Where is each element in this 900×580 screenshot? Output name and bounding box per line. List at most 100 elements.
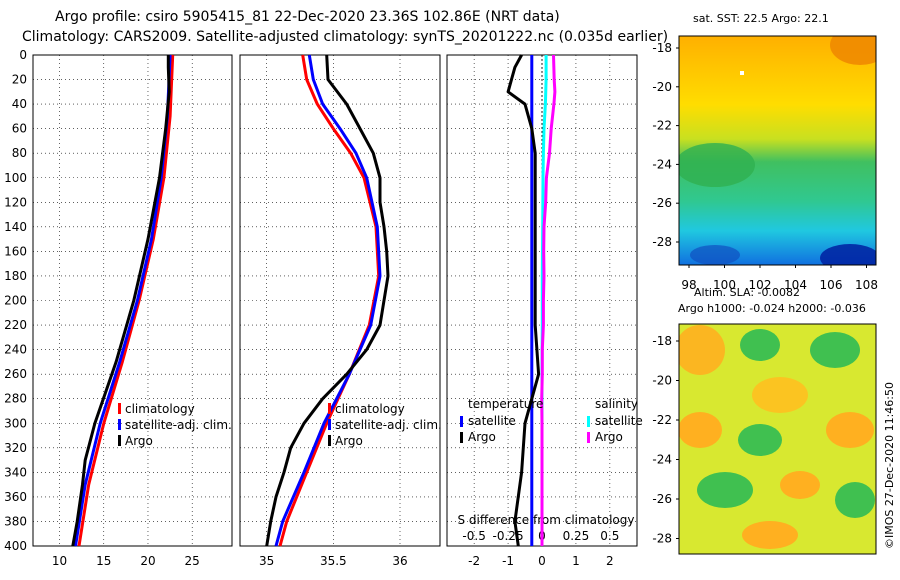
depth-tick-label: 280 [4, 392, 27, 406]
sla-ytick-label: -18 [652, 334, 672, 348]
depth-tick-label: 400 [4, 539, 27, 553]
sla-map: Altim. SLA: -0.0082 Argo h1000: -0.024 h… [652, 286, 877, 555]
sla-ytick-label: -22 [652, 413, 672, 427]
sla-ytick-label: -20 [652, 374, 672, 388]
sla-map-title-2: Argo h1000: -0.024 h2000: -0.036 [678, 302, 866, 315]
sla-low-2 [810, 332, 860, 368]
sst-map-title: sat. SST: 22.5 Argo: 22.1 [693, 12, 829, 25]
sst-ytick-label: -22 [652, 119, 672, 133]
sst-xtick-label: 108 [855, 278, 878, 292]
temperature-xtick-label: 20 [140, 554, 155, 568]
temperature-xtick-label: 10 [52, 554, 67, 568]
salinity-frame [239, 54, 441, 547]
temperature-legend-swatch [118, 435, 121, 446]
difference-legend-swatch [460, 432, 463, 443]
depth-tick-label: 100 [4, 171, 27, 185]
depth-tick-label: 380 [4, 514, 27, 528]
sla-high-3 [679, 412, 722, 448]
salinity-xtick-label: 35 [259, 554, 274, 568]
sst-xtick-label: 106 [820, 278, 843, 292]
title-line-1: Argo profile: csiro 5905415_81 22-Dec-20… [55, 9, 560, 25]
sla-low-3 [738, 424, 782, 456]
sla-high-6 [742, 521, 798, 549]
difference-legend-title: temperature [468, 397, 543, 411]
difference-secondary-xtick-label: -0.5 [462, 529, 485, 543]
difference-xtick-label: 1 [572, 554, 580, 568]
salinity-panel: 35 35.5 36 climatology satellite-adj. clim. A… [239, 54, 442, 568]
sst-green-patch [679, 143, 755, 187]
temperature-xtick-label: 25 [185, 554, 200, 568]
sst-ytick-label: -18 [652, 41, 672, 55]
difference-panel: -2 -1 0 1 2-0.5 -0.25 0 0.25 0.5S difference fro… [446, 54, 643, 568]
difference-legend-label: satellite [595, 414, 643, 428]
sla-high-5 [780, 471, 820, 499]
difference-series-temperature-argo [506, 54, 541, 547]
title-line-2: Climatology: CARS2009. Satellite-adjuste… [22, 29, 668, 45]
sst-ytick-label: -20 [652, 80, 672, 94]
sla-ytick-label: -28 [652, 532, 672, 546]
depth-tick-label: 20 [12, 73, 27, 87]
sla-map-title-1: Altim. SLA: -0.0082 [694, 286, 800, 299]
sst-map-axes: -18 -20 -22 -24 -26 -28 98 100 102 104 106 108 [652, 41, 878, 292]
sla-low-1 [740, 329, 780, 361]
difference-legend-swatch [587, 432, 590, 443]
salinity-legend-label: climatology [335, 402, 405, 416]
temperature-legend-swatch [118, 403, 121, 414]
salinity-legend-swatch [328, 419, 331, 430]
depth-tick-label: 320 [4, 441, 27, 455]
depth-tick-label: 200 [4, 294, 27, 308]
sst-ytick-label: -26 [652, 196, 672, 210]
depth-tick-label: 160 [4, 244, 27, 258]
depth-tick-label: 60 [12, 122, 27, 136]
difference-legend-label: satellite [468, 414, 516, 428]
salinity-series-satellite-adj-clim- [274, 54, 382, 547]
salinity-xtick-label: 35.5 [320, 554, 347, 568]
salinity-xtick-label: 36 [392, 554, 407, 568]
sst-xtick-label: 104 [784, 278, 807, 292]
sst-cold-patch [820, 244, 876, 265]
sst-ytick-label: -24 [652, 157, 672, 171]
temperature-xtick-label: 15 [96, 554, 111, 568]
difference-secondary-xtick-label: 0.25 [563, 529, 590, 543]
difference-legend-label: Argo [468, 430, 496, 444]
sst-xtick-label: 98 [681, 278, 696, 292]
depth-tick-label: 140 [4, 220, 27, 234]
temperature-panel: 10 15 20 25 climatology satellite-adj. clim. A… [32, 54, 233, 568]
salinity-legend-swatch [328, 435, 331, 446]
temperature-series-argo [71, 55, 171, 547]
sst-cold-patch-west [690, 245, 740, 265]
depth-tick-label: 340 [4, 465, 27, 479]
salinity-legend-label: Argo [335, 434, 363, 448]
difference-series-salinity-argo [540, 54, 557, 546]
footer-credit: ©IMOS 27-Dec-2020 11:46:50 [883, 382, 896, 549]
temperature-legend-label: climatology [125, 402, 195, 416]
sla-low-4 [697, 472, 753, 508]
temperature-frame [32, 54, 233, 547]
argo-location-marker [740, 71, 744, 75]
difference-xtick-label: -2 [468, 554, 480, 568]
depth-tick-label: 180 [4, 269, 27, 283]
depth-tick-label: 120 [4, 195, 27, 209]
sst-map: sat. SST: 22.5 Argo: 22.1 -18 -20 -22 -24 -2… [652, 12, 878, 292]
depth-tick-label: 240 [4, 343, 27, 357]
depth-tick-label: 300 [4, 416, 27, 430]
sla-map-axes: -18 -20 -22 -24 -26 -28 [652, 334, 679, 546]
salinity-legend-swatch [328, 403, 331, 414]
depth-tick-label: 0 [19, 48, 27, 62]
sst-xtick-label: 100 [713, 278, 736, 292]
difference-legend-title: salinity [595, 397, 638, 411]
difference-legend-swatch [587, 416, 590, 427]
sst-map-frame [678, 35, 877, 266]
difference-secondary-xtick-label: 0.5 [600, 529, 619, 543]
temperature-legend-label: Argo [125, 434, 153, 448]
depth-tick-label: 220 [4, 318, 27, 332]
sla-low-5 [835, 482, 875, 518]
depth-tick-label: 360 [4, 490, 27, 504]
salinity-legend-label: satellite-adj. clim. [335, 418, 442, 432]
temperature-legend-label: satellite-adj. clim. [125, 418, 232, 432]
difference-xtick-label: 2 [606, 554, 614, 568]
difference-legend-swatch [460, 416, 463, 427]
depth-tick-label: 80 [12, 146, 27, 160]
